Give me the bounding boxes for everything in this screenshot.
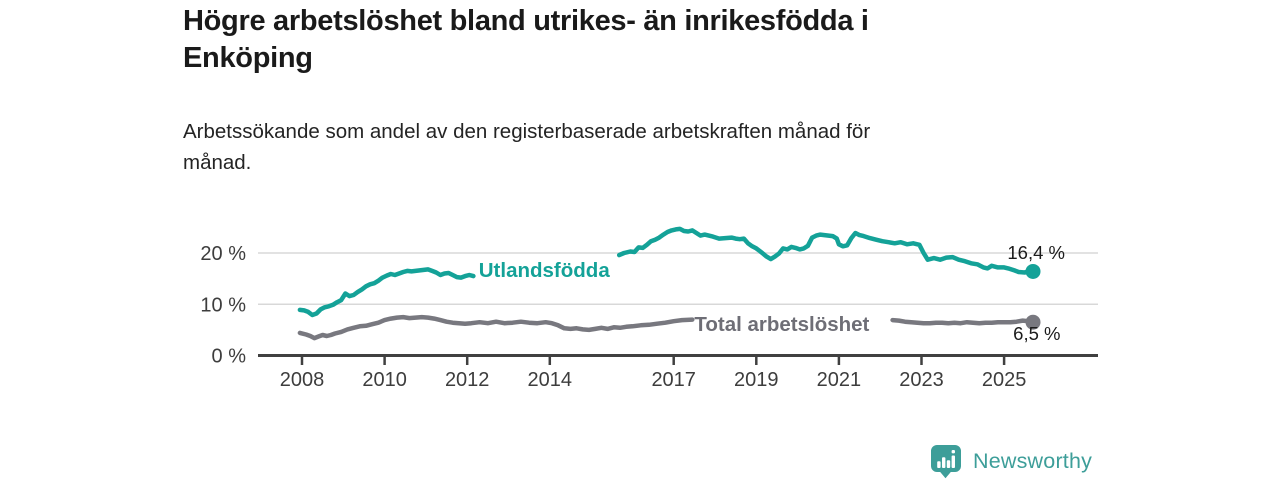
x-axis-tick-label: 2019 bbox=[734, 369, 779, 391]
x-axis-tick-label: 2021 bbox=[817, 369, 862, 391]
chart-title: Högre arbetslöshet bland utrikes- än inr… bbox=[183, 3, 1053, 77]
bar-chart-speech-bubble-icon bbox=[931, 444, 961, 478]
series-line-utlandsfodda bbox=[297, 267, 476, 318]
chart-subtitle: Arbetssökande som andel av den registerb… bbox=[183, 116, 1053, 178]
y-axis-tick-label: 10 % bbox=[200, 294, 246, 316]
chart-title-line-2: Enköping bbox=[183, 42, 313, 74]
newsworthy-logo[interactable]: Newsworthy bbox=[930, 443, 1092, 479]
chart-subtitle-line-1: Arbetssökande som andel av den registerb… bbox=[183, 120, 871, 143]
x-axis-tick-label: 2012 bbox=[445, 369, 490, 391]
x-axis-tick-label: 2010 bbox=[362, 369, 407, 391]
series-line-total bbox=[297, 314, 695, 341]
chart-labels: Utlandsfödda 16,4 % Total arbetslöshet 6,5 … bbox=[479, 242, 1065, 344]
series-end-dot bbox=[1025, 314, 1041, 330]
chart-title-line-1: Högre arbetslöshet bland utrikes- än inr… bbox=[183, 5, 869, 37]
gridlines bbox=[258, 252, 1098, 305]
x-axis: 0 % 10 % 20 % 2008 2010 2012 2014 2017 2019 2021 2… bbox=[200, 243, 1098, 391]
series-line-utlandsfodda bbox=[616, 226, 1036, 275]
series-end-dot bbox=[1025, 263, 1041, 279]
x-axis-tick-label: 2023 bbox=[899, 369, 944, 391]
x-axis-tick-label: 2017 bbox=[651, 369, 696, 391]
x-axis-tick-label: 2014 bbox=[528, 369, 573, 391]
series-label: Utlandsfödda bbox=[479, 259, 611, 282]
data-series bbox=[297, 226, 1041, 341]
series-label: Total arbetslöshet bbox=[694, 313, 869, 336]
series-line-total bbox=[890, 317, 1036, 326]
y-axis-tick-label: 0 % bbox=[212, 346, 247, 368]
y-axis-tick-label: 20 % bbox=[200, 243, 246, 265]
end-value-label: 6,5 % bbox=[1013, 323, 1060, 344]
x-axis-tick-label: 2008 bbox=[280, 369, 325, 391]
x-axis-tick-label: 2025 bbox=[982, 369, 1027, 391]
chart-subtitle-line-2: månad. bbox=[183, 151, 252, 174]
end-value-label: 16,4 % bbox=[1007, 242, 1065, 263]
newsworthy-logo-text: Newsworthy bbox=[973, 448, 1093, 473]
